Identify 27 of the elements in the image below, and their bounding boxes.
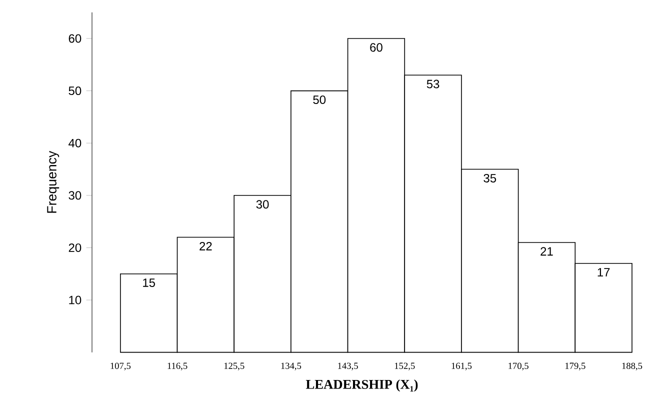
x-tick-label: 161,5 xyxy=(452,362,472,370)
data-label: 15 xyxy=(143,278,156,287)
data-label: 60 xyxy=(370,43,382,52)
x-tick-label: 116,5 xyxy=(168,362,188,370)
data-label: 17 xyxy=(598,268,610,276)
x-tick-label: 179,5 xyxy=(565,362,586,370)
data-label: 30 xyxy=(256,200,269,209)
data-label: 35 xyxy=(484,174,496,182)
y-tick-label: 40 xyxy=(68,138,82,148)
x-tick-label: 134,5 xyxy=(281,362,302,370)
data-label: 21 xyxy=(540,247,553,256)
y-tick-label: 60 xyxy=(68,34,82,43)
data-label: 50 xyxy=(313,95,326,104)
data-label: 53 xyxy=(426,80,440,88)
x-tick-label: 143,5 xyxy=(338,362,358,370)
x-tick-label: 125,5 xyxy=(224,362,244,370)
x-tick-label: 107,5 xyxy=(110,362,131,370)
y-tick-label: 50 xyxy=(68,86,82,96)
x-tick-label: 188,5 xyxy=(622,362,642,370)
y-tick-label: 20 xyxy=(68,243,82,252)
y-tick-label: 10 xyxy=(69,296,82,304)
data-label: 22 xyxy=(200,242,212,250)
x-tick-label: 152,5 xyxy=(394,362,415,370)
x-tick-label: 170,5 xyxy=(508,362,528,370)
y-tick-label: 30 xyxy=(68,191,82,200)
x-axis-title: LEADERSHIP (X₁) xyxy=(306,380,418,392)
y-axis-title: Frequency xyxy=(47,150,60,213)
